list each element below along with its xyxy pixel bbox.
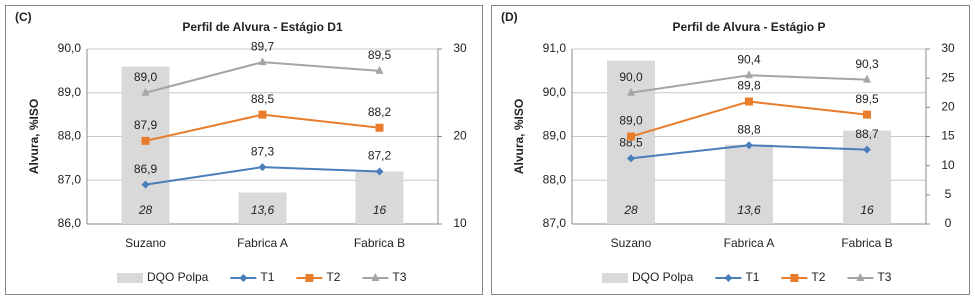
value-label: 90,0	[619, 70, 643, 84]
value-label: 89,7	[251, 39, 275, 53]
value-label: 89,8	[737, 79, 761, 93]
chart-title: Perfil de Alvura - Estágio D1	[182, 20, 343, 34]
legend-label: T1	[260, 270, 274, 284]
bar	[355, 171, 404, 224]
y2-tick-label: 0	[945, 216, 952, 230]
value-label: 90,3	[855, 57, 879, 71]
y-tick-label: 89,0	[543, 129, 567, 143]
x-tick-label: Fabrica B	[354, 236, 405, 250]
bar-value-label: 28	[623, 203, 638, 217]
point	[258, 57, 267, 66]
value-label: 88,7	[855, 127, 879, 141]
y2-tick-label: 20	[453, 129, 467, 143]
x-tick-label: Fabrica B	[841, 236, 892, 250]
bar	[725, 144, 773, 224]
y-axis-label: Alvura, %ISO	[512, 99, 526, 174]
point	[863, 74, 871, 83]
chart-title: Perfil de Alvura - Estágio P	[673, 20, 826, 34]
point	[239, 274, 248, 282]
bar-value-label: 16	[373, 203, 387, 217]
y2-tick-label: 25	[941, 70, 955, 84]
point	[141, 180, 150, 189]
value-label: 89,0	[134, 70, 158, 84]
y-tick-label: 89,0	[58, 85, 82, 99]
y-tick-label: 90,0	[58, 41, 82, 55]
y2-tick-label: 30	[453, 41, 467, 55]
y2-tick-label: 30	[941, 41, 955, 55]
point	[371, 273, 380, 281]
point	[745, 97, 753, 106]
point	[863, 145, 871, 154]
panel-label: (C)	[15, 10, 32, 24]
bar-value-label: 13,6	[737, 203, 761, 217]
y-tick-label: 86,0	[58, 216, 82, 230]
point	[745, 141, 753, 150]
panel-label: (D)	[501, 10, 518, 24]
value-label: 88,5	[619, 136, 643, 150]
value-label: 88,2	[368, 105, 392, 119]
x-tick-label: Fabrica A	[237, 236, 288, 250]
point	[375, 65, 384, 74]
value-label: 88,5	[251, 92, 275, 106]
point	[258, 110, 267, 119]
point	[863, 110, 871, 119]
point	[745, 70, 753, 79]
point	[627, 87, 635, 96]
value-label: 88,8	[737, 122, 761, 136]
y-tick-label: 87,0	[58, 172, 82, 186]
legend-swatch	[602, 273, 628, 283]
x-tick-label: Suzano	[125, 236, 166, 250]
legend-label: T2	[326, 270, 340, 284]
point	[141, 87, 150, 96]
value-label: 86,9	[134, 162, 158, 176]
point	[375, 123, 384, 132]
y-tick-label: 91,0	[543, 41, 567, 55]
legend-label: T1	[745, 270, 759, 284]
legend-label: T2	[811, 270, 825, 284]
value-label: 87,2	[368, 149, 392, 163]
value-label: 89,0	[619, 114, 643, 128]
panel-frame	[5, 5, 483, 295]
y2-tick-label: 10	[453, 216, 467, 230]
y-tick-label: 88,0	[543, 172, 567, 186]
y2-tick-label: 15	[941, 129, 955, 143]
value-label: 87,9	[134, 118, 158, 132]
y-axis-label: Alvura, %ISO	[27, 99, 41, 174]
bar	[238, 192, 287, 224]
bar-value-label: 16	[860, 203, 874, 217]
bar-value-label: 13,6	[251, 203, 275, 217]
value-label: 87,3	[251, 144, 275, 158]
point	[724, 274, 733, 282]
legend-swatch	[117, 273, 143, 283]
legend-label: T3	[877, 270, 891, 284]
point	[258, 163, 267, 172]
y-tick-label: 88,0	[58, 129, 82, 143]
point	[627, 154, 635, 163]
point	[305, 274, 314, 282]
y2-tick-label: 20	[941, 100, 955, 114]
y2-tick-label: 5	[945, 187, 952, 201]
bar-value-label: 28	[138, 203, 153, 217]
point	[141, 136, 150, 145]
value-label: 89,5	[368, 48, 392, 62]
point	[790, 274, 799, 282]
x-tick-label: Suzano	[611, 236, 652, 250]
point	[627, 132, 635, 141]
value-label: 89,5	[855, 92, 879, 106]
point	[856, 273, 865, 281]
legend-label: DQO Polpa	[632, 270, 694, 284]
point	[375, 167, 384, 176]
y2-tick-label: 10	[941, 158, 955, 172]
legend-label: T3	[392, 270, 406, 284]
legend-label: DQO Polpa	[147, 270, 209, 284]
value-label: 90,4	[737, 52, 761, 66]
y-tick-label: 90,0	[543, 85, 567, 99]
x-tick-label: Fabrica A	[724, 236, 775, 250]
y-tick-label: 87,0	[543, 216, 567, 230]
